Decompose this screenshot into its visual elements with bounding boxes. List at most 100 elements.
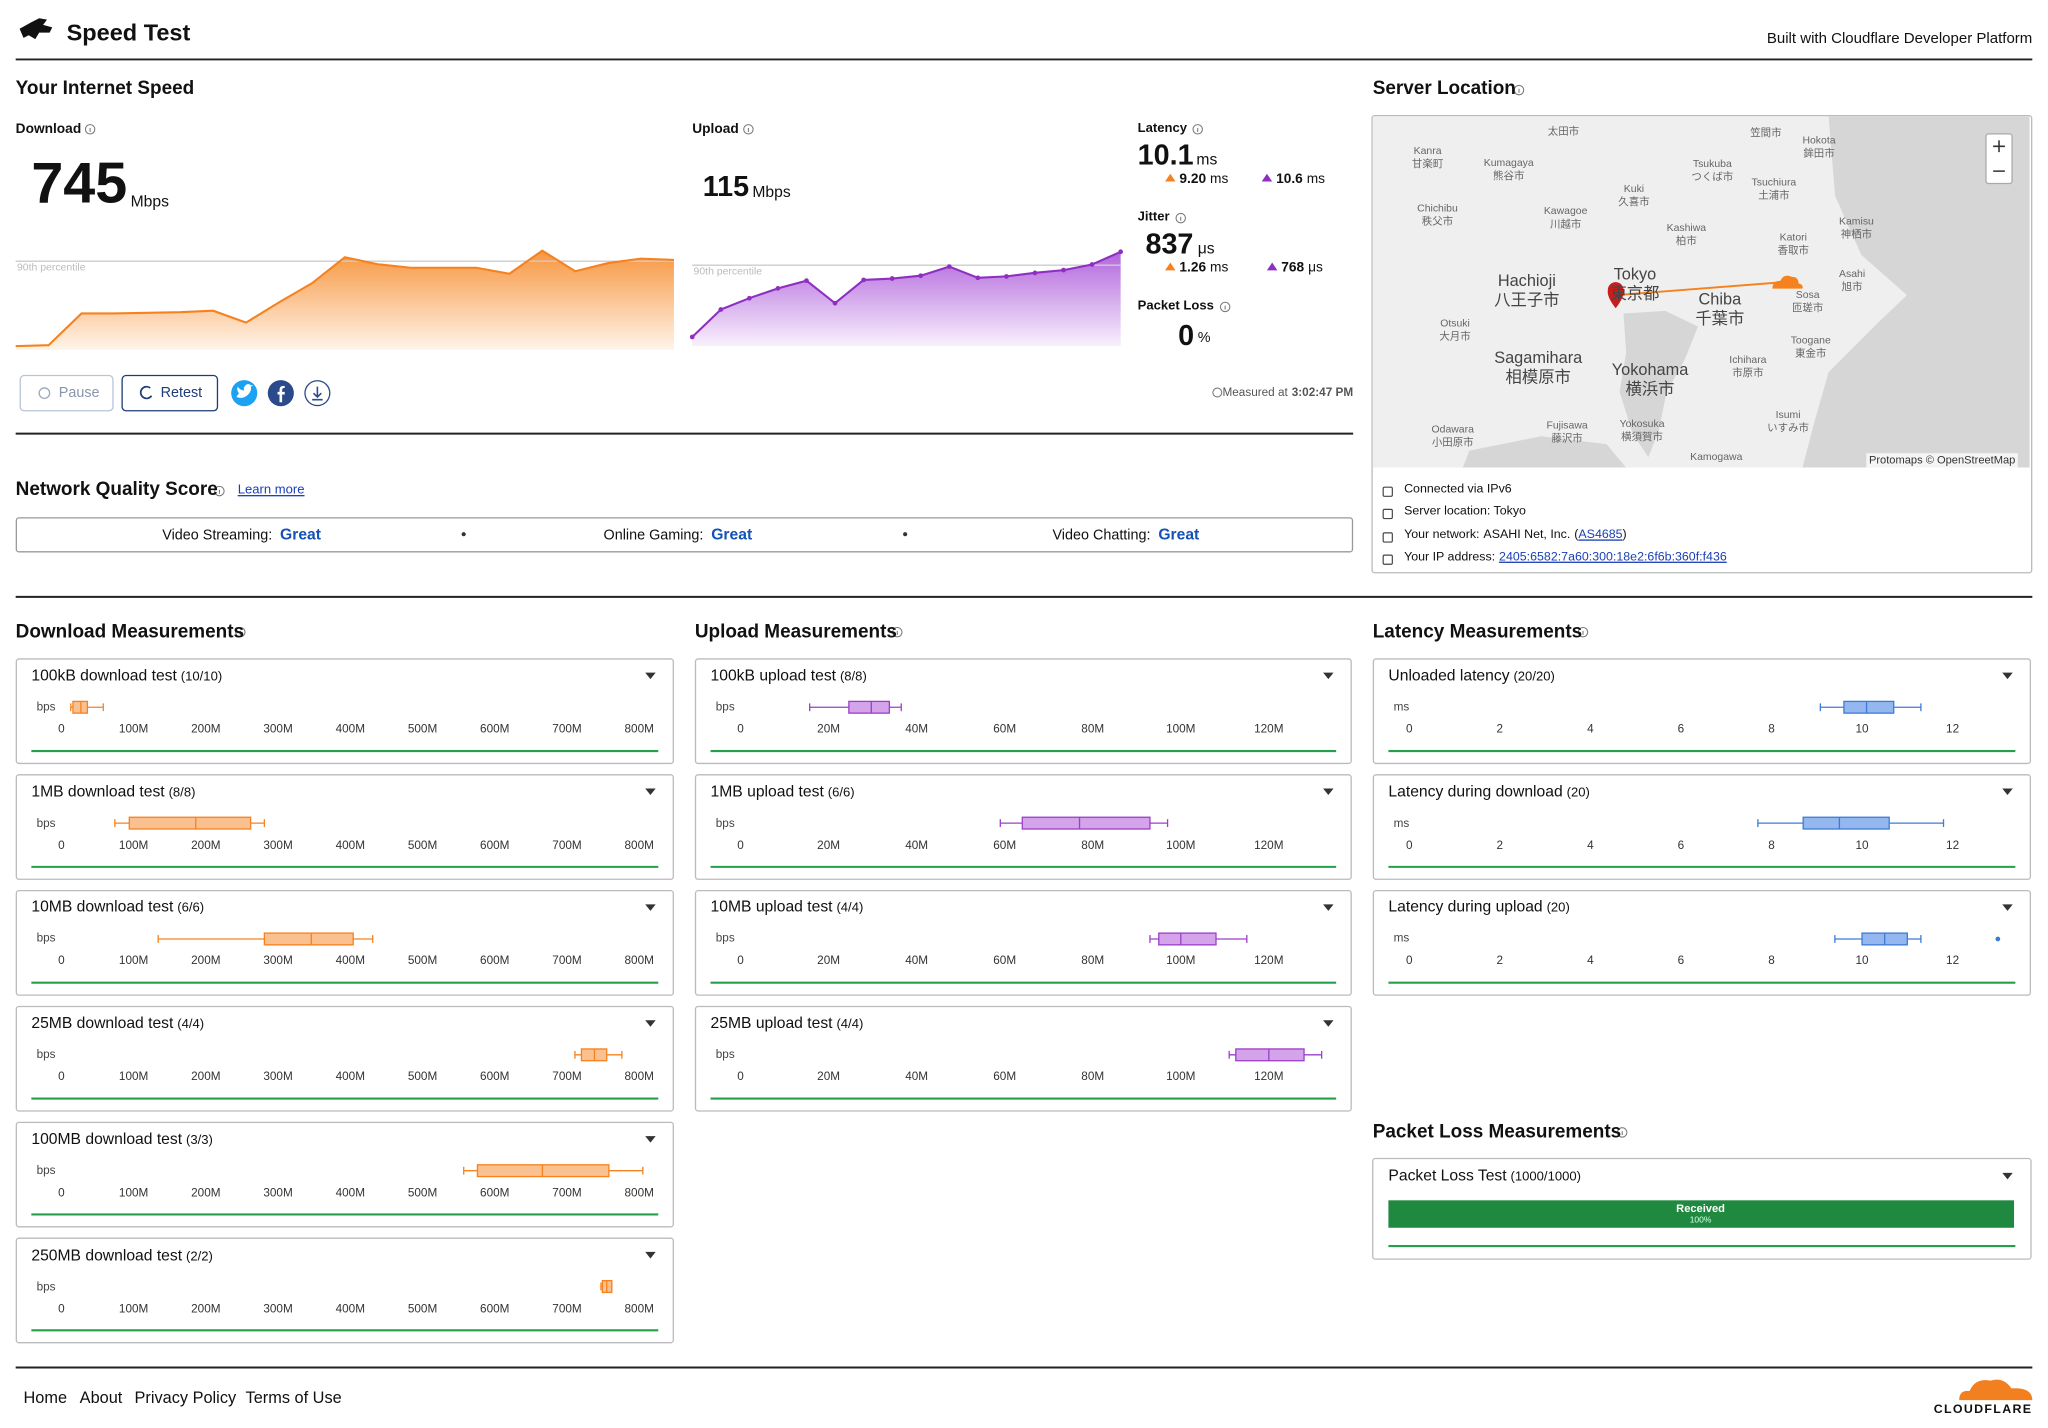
test-title: Latency during upload (20) [1388,899,1569,916]
box [1235,1048,1305,1062]
test-count: (4/4) [836,901,864,917]
upload-icon [1266,262,1278,271]
section-title: Server Location [1372,78,1516,100]
asn-link[interactable]: AS4685 [1578,527,1623,543]
separator [461,532,466,537]
box [1021,816,1151,830]
zoom-controls[interactable] [1985,133,2013,185]
map-label: 太田市 [1548,125,1579,138]
map-label-ja: 柏市 [1675,234,1697,247]
tick-label: 12 [1946,838,1960,852]
footer-link[interactable]: About [79,1388,123,1407]
map-label-ja: 横浜市 [1625,380,1675,399]
quality-item: Video Streaming: Great [162,526,321,543]
expand-toggle[interactable] [2002,904,2013,911]
tick-label: 600M [480,1185,510,1199]
tick-label: 20M [817,838,841,852]
test-name: Latency during upload [1388,897,1543,917]
tick-label: 400M [335,1069,366,1083]
expand-toggle[interactable] [645,1136,656,1143]
axis-unit: bps [36,1163,56,1177]
map-label-ja: 藤沢市 [1551,431,1583,444]
expand-toggle[interactable] [2002,788,2013,796]
expand-toggle[interactable] [1323,672,1334,680]
expand-toggle[interactable] [645,1020,656,1027]
tick-label: 200M [191,1185,221,1199]
point [946,264,952,269]
map-attribution: Protomaps © OpenStreetMap [1866,453,2018,467]
quality-label: Online Gaming: [603,527,704,544]
ip-link[interactable]: 2405:6582:7a60:300:18e2:6f6b:360f:f436 [1499,549,1727,565]
expand-toggle[interactable] [1323,904,1334,911]
water [1462,436,1627,468]
tick-label: 700M [552,1301,582,1315]
tick-label: 40M [905,722,929,736]
map-label-en: Chichibu [1417,202,1458,215]
pause-button[interactable] [19,374,114,412]
point [975,275,981,281]
retest-label[interactable]: Retest [160,385,203,401]
area [692,251,1121,347]
point [804,278,809,284]
footer-link[interactable]: Privacy Policy [134,1388,237,1407]
expand-toggle[interactable] [1323,1020,1334,1027]
box [128,816,252,830]
test-title: 100kB upload test (8/8) [711,667,867,684]
map-label: Yokohama 横浜市 [1612,360,1689,399]
tick-label: 20M [817,1069,841,1083]
pause-label[interactable]: Pause [58,385,100,401]
expand-toggle[interactable] [645,904,656,911]
tick-label: 0 [58,1185,65,1199]
test-name: 100kB upload test [710,666,837,685]
expand-toggle[interactable] [2002,672,2013,680]
test-title: 250MB download test (2/2) [31,1247,213,1264]
expand-toggle[interactable] [645,1251,656,1259]
learn-more-link[interactable]: Learn more [237,483,305,498]
box [848,700,891,714]
map-label: Hokota 鉾田市 [1802,135,1835,160]
test-title: 1MB download test (8/8) [31,783,195,800]
tick-label: 700M [552,1185,582,1199]
tick-label: 400M [335,1301,366,1315]
footer-link[interactable]: Terms of Use [245,1388,342,1407]
point [1061,267,1066,273]
label: Jitter [1137,210,1170,225]
map-label: Yokosuka 横須賀市 [1620,418,1665,443]
test-count: (8/8) [839,670,867,685]
footer-link[interactable]: Home [23,1388,68,1407]
info-icon [1192,124,1203,135]
label: Your network: [1404,527,1480,543]
map-label-en: Yokosuka [1619,417,1665,430]
tick-label: 0 [58,1069,65,1083]
info-row: Server location: Tokyo [1404,504,1526,519]
expand-toggle[interactable] [1323,788,1334,796]
expand-toggle[interactable] [2002,1172,2013,1180]
test-name: 250MB download test [31,1245,183,1264]
tick-label: 8 [1768,838,1775,852]
download-icon [1165,173,1176,182]
axis-unit: bps [715,1047,735,1061]
map-label: Kamisu 神栖市 [1839,216,1874,241]
map-label-en: Kanra [1413,144,1442,157]
tick-label: 80M [1081,722,1105,736]
unit: Mbps [130,191,169,211]
server-panel [1371,114,2033,574]
asn: AS4685 [1574,528,1626,542]
label: Upload [692,121,739,138]
tick-label: 500M [407,1185,438,1199]
map-label: 笠間市 [1750,127,1781,140]
unit: ms [1196,150,1218,169]
expand-toggle[interactable] [645,788,656,796]
retest-button[interactable] [121,374,219,412]
test-panel [15,1237,674,1344]
tick-label: 500M [407,953,438,968]
quality-label: Video Streaming: [162,527,273,544]
tick-label: 800M [624,722,654,736]
map-label-en: Hachioji [1497,271,1556,290]
expand-toggle[interactable] [645,672,656,680]
tick-label: 100M [118,1301,149,1315]
tick-label: 2 [1496,838,1504,852]
map-label-ja: 旭市 [1841,280,1863,293]
percentile-label: 90th percentile [693,265,763,277]
